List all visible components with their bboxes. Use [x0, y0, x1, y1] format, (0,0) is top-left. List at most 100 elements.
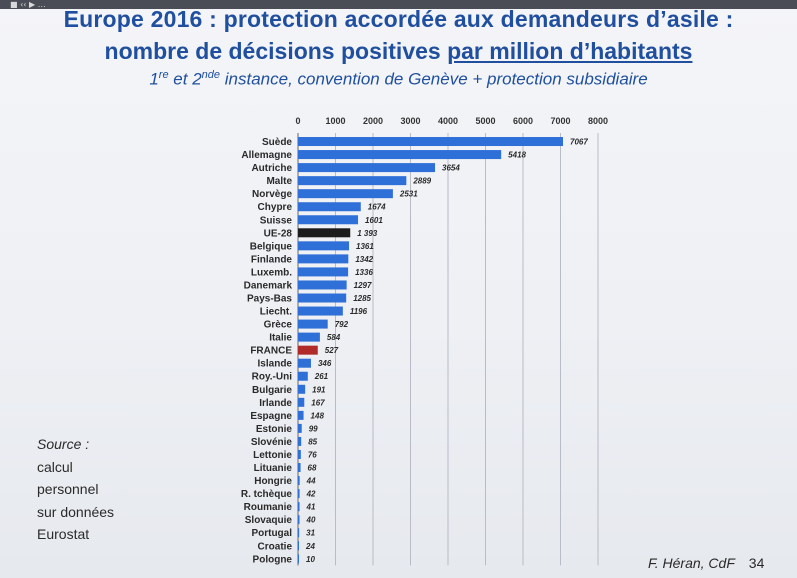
data-label: 10 — [306, 555, 315, 564]
category-label: Lettonie — [253, 450, 292, 461]
data-label: 261 — [314, 372, 329, 381]
bar — [298, 502, 300, 512]
bar — [298, 345, 318, 355]
category-label: FRANCE — [250, 346, 292, 357]
bar — [298, 189, 393, 199]
category-label: Belgique — [250, 241, 293, 252]
category-label: Hongrie — [254, 476, 292, 487]
bar — [298, 150, 502, 160]
category-label: Bulgarie — [252, 385, 292, 396]
title-line2-underlined: par million d’habitants — [447, 38, 693, 64]
category-label: Finlande — [251, 254, 293, 265]
bar — [298, 228, 351, 238]
bar — [298, 436, 302, 446]
category-label: Danemark — [244, 280, 293, 291]
category-label: Islande — [258, 359, 293, 370]
x-tick-label: 6000 — [513, 116, 533, 126]
x-tick-label: 3000 — [400, 116, 420, 126]
category-label: Estonie — [256, 424, 293, 435]
data-label: 7067 — [570, 138, 588, 147]
bar — [298, 476, 300, 486]
x-tick-label: 4000 — [438, 116, 458, 126]
category-label: Lituanie — [254, 463, 293, 474]
category-label: Roumanie — [244, 502, 293, 513]
bar — [298, 515, 300, 525]
bar — [298, 137, 564, 147]
bar — [298, 215, 359, 225]
data-label: 1 393 — [357, 229, 378, 238]
bar — [298, 410, 304, 420]
bar — [298, 541, 299, 551]
data-label: 44 — [306, 477, 316, 486]
chart-title-line1: Europe 2016 : protection accordée aux de… — [63, 6, 734, 32]
bar — [298, 384, 306, 394]
data-label: 527 — [325, 346, 339, 355]
x-tick-label: 0 — [295, 116, 300, 126]
bar — [298, 254, 349, 264]
category-label: Liecht. — [260, 307, 292, 318]
category-label: Slovénie — [251, 437, 293, 448]
category-label: Grèce — [264, 320, 293, 331]
data-label: 31 — [306, 529, 315, 538]
data-label: 167 — [311, 398, 325, 407]
category-label: UE-28 — [264, 228, 293, 239]
category-label: Roy.-Uni — [252, 372, 293, 383]
source-line: Eurostat — [37, 526, 90, 542]
data-label: 5418 — [508, 151, 526, 160]
source-note: Source : calcul personnel sur données Eu… — [37, 433, 114, 546]
x-tick-label: 5000 — [475, 116, 495, 126]
data-label: 1674 — [368, 203, 386, 212]
subtitle-part-a: 1 — [149, 69, 159, 89]
category-label: Chypre — [258, 202, 293, 213]
bar — [298, 202, 361, 212]
category-label: Croatie — [258, 541, 293, 552]
data-label: 792 — [335, 320, 349, 329]
data-label: 346 — [318, 359, 332, 368]
category-label: Portugal — [251, 528, 292, 539]
data-label: 148 — [311, 411, 325, 420]
data-label: 2531 — [399, 190, 418, 199]
data-label: 1297 — [354, 281, 372, 290]
data-label: 1336 — [355, 268, 373, 277]
category-label: R. tchèque — [241, 489, 293, 500]
bar — [298, 463, 301, 473]
source-line: calcul — [37, 458, 73, 475]
bar — [298, 163, 436, 173]
x-tick-label: 8000 — [588, 116, 608, 126]
bar — [298, 397, 305, 407]
bar — [298, 332, 320, 342]
category-label: Italie — [269, 333, 292, 344]
media-control-icon[interactable]: ■ ‹‹ ▶ … — [10, 0, 46, 9]
bar — [298, 267, 349, 277]
x-tick-label: 2000 — [363, 116, 383, 126]
data-label: 99 — [309, 424, 318, 433]
data-label: 191 — [312, 385, 326, 394]
chart-subtitle: 1re et 2nde instance, convention de Genè… — [0, 69, 797, 90]
bar — [298, 371, 308, 381]
source-label: Source : — [37, 436, 90, 452]
data-label: 3654 — [442, 164, 460, 173]
data-label: 76 — [308, 450, 317, 459]
data-label: 1601 — [365, 216, 383, 225]
data-label: 40 — [306, 516, 316, 525]
bar — [298, 449, 301, 459]
subtitle-sup-b: nde — [201, 69, 221, 81]
bar — [298, 241, 350, 251]
data-label: 1361 — [356, 242, 374, 251]
category-label: Allemagne — [241, 150, 292, 161]
title-line2-prefix: nombre de décisions positives — [104, 38, 448, 64]
bar — [298, 280, 347, 290]
bar — [298, 528, 300, 538]
source-line: sur données — [37, 503, 115, 520]
category-label: Irlande — [259, 398, 292, 409]
category-label: Suisse — [260, 215, 293, 226]
category-label: Malte — [266, 176, 292, 187]
data-label: 42 — [306, 490, 316, 499]
subtitle-part-b: et 2 — [168, 69, 202, 89]
data-label: 1342 — [355, 255, 373, 264]
x-tick-label: 7000 — [550, 116, 570, 126]
bar — [298, 423, 302, 433]
subtitle-part-c: instance, convention de Genève + protect… — [220, 69, 648, 89]
bar — [298, 489, 300, 499]
